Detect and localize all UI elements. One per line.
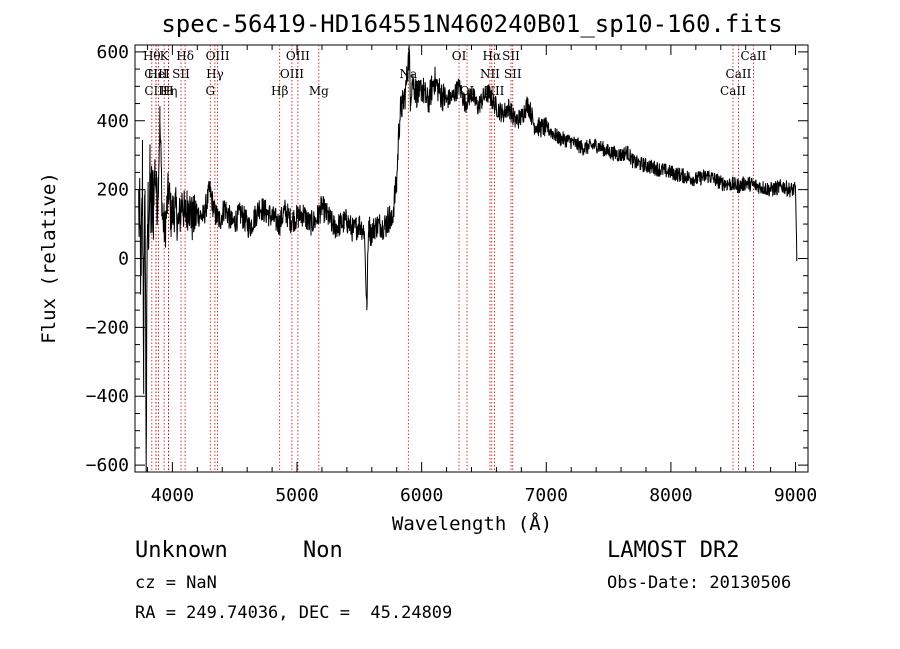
line-marker-label: OIII <box>206 49 230 63</box>
x-tick-label: 6000 <box>400 485 443 506</box>
object-subclass: Non <box>303 538 343 563</box>
line-marker-label: Hδ <box>176 49 194 63</box>
x-tick-label: 9000 <box>774 485 817 506</box>
y-tick-label: 400 <box>96 111 129 132</box>
survey-name: LAMOST DR2 <box>607 538 740 563</box>
coordinates: RA = 249.74036, DEC = 45.24809 <box>135 603 453 623</box>
x-axis-ticks: 4000 5000 6000 7000 8000 9000 <box>146 45 817 506</box>
y-tick-label: −200 <box>86 317 129 338</box>
line-marker-label: Mg <box>309 84 329 98</box>
x-tick-label: 8000 <box>649 485 692 506</box>
redshift-value: cz = NaN <box>135 573 217 593</box>
y-tick-label: −400 <box>86 386 129 407</box>
line-marker-label: Hη <box>160 84 178 98</box>
plot-frame <box>134 44 809 473</box>
x-tick-label: 7000 <box>525 485 568 506</box>
line-marker-label: Hγ <box>206 67 224 81</box>
line-marker-label: NII <box>480 67 500 81</box>
line-marker-label: SII <box>502 49 520 63</box>
line-marker-label: CaII <box>726 67 752 81</box>
line-marker-label: H <box>163 84 173 98</box>
y-axis-ticks: −600 −400 −200 0 200 400 600 <box>86 42 808 476</box>
y-tick-label: 0 <box>118 249 129 270</box>
line-marker-label: CIII <box>144 84 168 98</box>
y-tick-label: 200 <box>96 180 129 201</box>
line-marker-label: Hβ <box>271 84 288 98</box>
line-marker-label: Hα <box>483 49 502 63</box>
line-marker-label: OI <box>452 49 467 63</box>
line-marker-label: OIII <box>280 67 304 81</box>
line-marker-labels: HθCIIICIIIHeIKHηHSIIHδGHγOIIIHβOIIIOIIIM… <box>143 49 767 98</box>
y-tick-label: −600 <box>86 455 129 476</box>
object-class: Unknown <box>135 538 228 563</box>
line-marker-label: K <box>160 49 170 63</box>
line-markers <box>151 45 754 472</box>
chart-title: spec-56419-HD164551N460240B01_sp10-160.f… <box>161 10 782 38</box>
line-marker-label: HeI <box>147 67 170 81</box>
line-marker-label: SII <box>504 67 522 81</box>
line-marker-label: SII <box>172 67 190 81</box>
line-marker-label: CaII <box>720 84 746 98</box>
obs-date: Obs-Date: 20130506 <box>607 573 792 593</box>
line-marker-label: G <box>205 84 215 98</box>
spectrum-line <box>138 45 798 473</box>
y-tick-label: 600 <box>96 42 129 63</box>
line-marker-label: CaII <box>740 49 766 63</box>
x-axis-label: Wavelength (Å) <box>392 512 552 535</box>
line-marker-label: OIII <box>286 49 310 63</box>
line-marker-label: Hθ <box>143 49 161 63</box>
x-tick-label: 4000 <box>151 485 194 506</box>
line-marker-label: CIII <box>144 67 168 81</box>
x-tick-label: 5000 <box>275 485 318 506</box>
y-axis-label: Flux (relative) <box>38 172 60 344</box>
